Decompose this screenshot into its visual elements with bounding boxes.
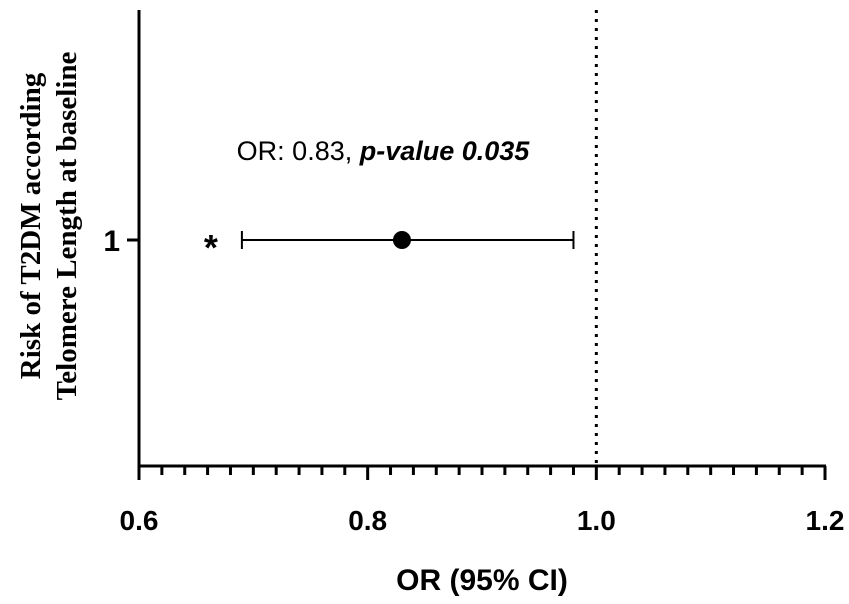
- x-tick-label-1.2: 1.2: [806, 505, 845, 536]
- x-axis-title: OR (95% CI): [396, 564, 568, 597]
- x-ticks: [137, 466, 827, 480]
- y-axis-title-line-1: Risk of T2DM according: [15, 72, 47, 379]
- or-annotation-pvalue: p-value 0.035: [359, 136, 531, 166]
- y-axis-title-line-2: Telomere Length at baseline: [51, 51, 83, 400]
- or-annotation-prefix: OR: 0.83,: [237, 136, 360, 166]
- or-annotation: OR: 0.83, p-value 0.035: [237, 136, 531, 166]
- x-tick-label-1.0: 1.0: [577, 505, 616, 536]
- y-axis-title: Risk of T2DM according Telomere Length a…: [15, 51, 83, 400]
- x-tick-label-0.6: 0.6: [120, 505, 159, 536]
- significance-marker: *: [204, 227, 218, 268]
- y-tick-label-1: 1: [103, 225, 120, 258]
- x-tick-label-0.8: 0.8: [348, 505, 387, 536]
- or-point: [392, 231, 411, 249]
